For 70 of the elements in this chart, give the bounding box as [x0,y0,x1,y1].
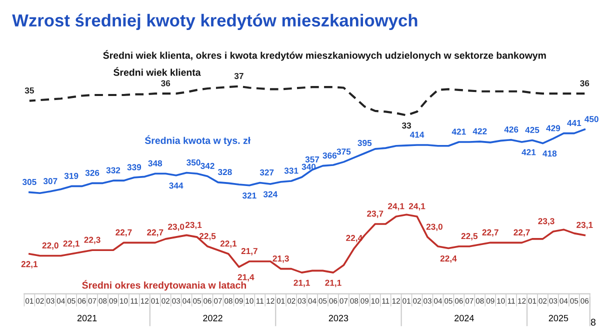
data-label: 305 [22,178,36,186]
data-label: 22,0 [42,242,58,250]
data-label: 324 [263,191,278,198]
data-label: 23,0 [426,224,442,232]
text: Średnia kwota w tys. zł [144,135,250,146]
data-label: 23,0 [168,224,184,232]
data-label: 22,1 [21,261,38,268]
text: 8 [590,318,596,326]
data-label: 344 [169,182,184,189]
data-label: 331 [284,168,298,174]
series-label: Średni okres kredytowania w latach [82,280,246,291]
data-label: 21,1 [294,280,310,288]
data-label: 307 [43,178,58,184]
data-label: 36 [580,80,590,86]
data-label: 414 [410,132,424,138]
text: 2025 [548,314,568,322]
chart-subtitle: Średni wiek klienta, okres i kwota kredytów mieszkaniowych udzielonych w sektorze bankowym [103,50,546,61]
data-label: 24,1 [408,203,426,210]
data-label: 22,1 [63,240,80,248]
data-label: 37 [234,72,244,80]
data-label: 357 [305,156,320,162]
data-label: 22,1 [220,240,237,248]
data-label: 22,5 [199,233,216,240]
data-label: 21,7 [241,248,258,256]
text: 2023 [328,314,348,322]
data-label: 326 [85,170,100,176]
data-label: 319 [64,172,78,179]
text: 2022 [203,314,222,322]
data-label: 328 [218,168,232,176]
data-label: 22,3 [84,236,100,244]
data-label: 33 [402,122,412,129]
data-label: 426 [504,126,518,133]
text: 2024 [454,314,474,322]
data-label: 21,3 [272,255,289,263]
data-label: 441 [567,120,582,126]
data-label: 22,7 [116,229,132,237]
data-label: 24,1 [388,203,404,210]
data-label: 23,1 [185,222,202,230]
text: 2021 [77,314,97,322]
data-label: 422 [472,128,487,134]
data-label: 421 [522,149,536,156]
data-label: 450 [584,116,598,122]
data-label: 339 [127,164,142,170]
data-label: 23,3 [538,218,554,226]
data-label: 22,7 [514,229,530,237]
data-label: 425 [525,126,540,133]
data-label: 21,4 [238,274,254,282]
series-label: Średni wiek klienta [114,67,201,76]
data-label: 395 [358,140,372,146]
data-label: 348 [148,160,162,166]
data-label: 375 [336,148,351,155]
data-label: 21,1 [325,280,342,288]
data-label: 35 [24,87,34,94]
data-label: 36 [161,80,170,86]
data-label: 22,4 [440,255,457,263]
chart-title: Wzrost średniej kwoty kredytów mieszkaniowych [12,14,418,30]
data-label: 350 [186,159,200,166]
data-label: 22,5 [461,233,478,240]
data-label: 429 [546,125,560,132]
data-label: 342 [200,162,214,169]
data-label: 321 [242,192,256,199]
data-label: 332 [106,167,120,174]
data-label: 327 [260,169,274,176]
data-label: 22,7 [147,229,164,237]
data-label: 366 [322,152,337,159]
data-label: 421 [452,128,466,135]
data-label: 23,1 [576,222,593,230]
data-label: 22,7 [482,229,498,237]
data-label: 418 [542,150,557,157]
data-label: 23,7 [367,210,384,218]
